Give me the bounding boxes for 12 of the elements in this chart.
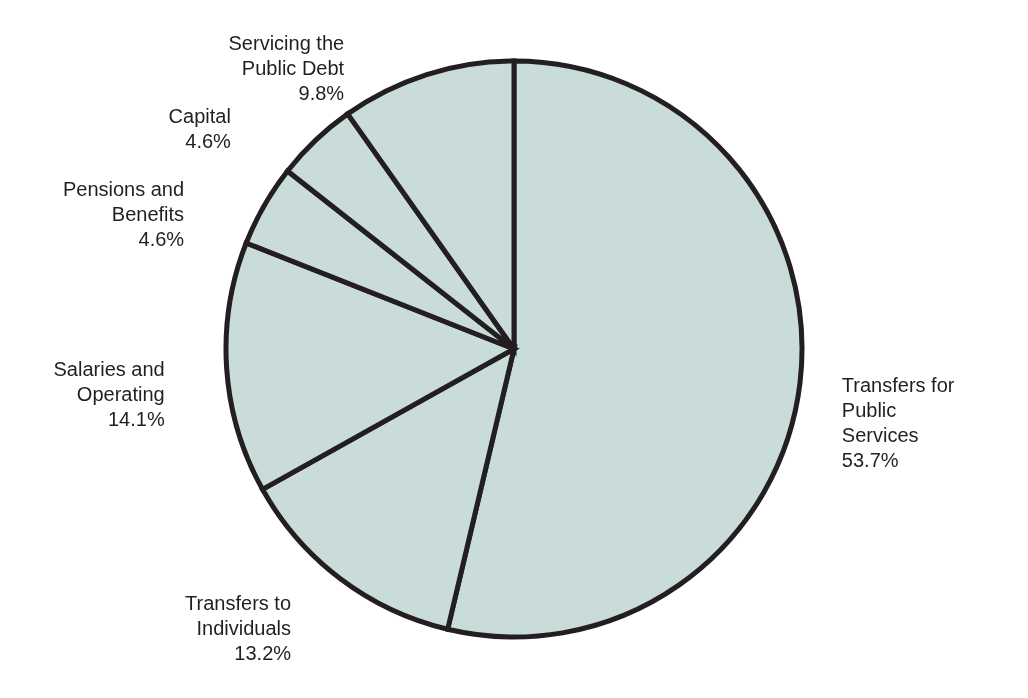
- data-label: 13.2%: [234, 642, 292, 665]
- slice-label: Servicing the Public Debt: [228, 32, 345, 80]
- data-label: 53.7%: [841, 449, 899, 472]
- data-label: 4.6%: [138, 227, 185, 250]
- data-label: 9.8%: [298, 82, 345, 105]
- slice-label: Pensions and Benefits: [62, 177, 185, 225]
- data-label: 14.1%: [107, 408, 165, 431]
- data-label: 4.6%: [185, 130, 232, 153]
- slice-label: Transfers to Individuals: [185, 592, 292, 640]
- slice-label: Salaries and Operating: [53, 358, 165, 406]
- slice-label: Capital: [168, 105, 231, 128]
- slice-label: Transfers for Public Services: [841, 374, 955, 447]
